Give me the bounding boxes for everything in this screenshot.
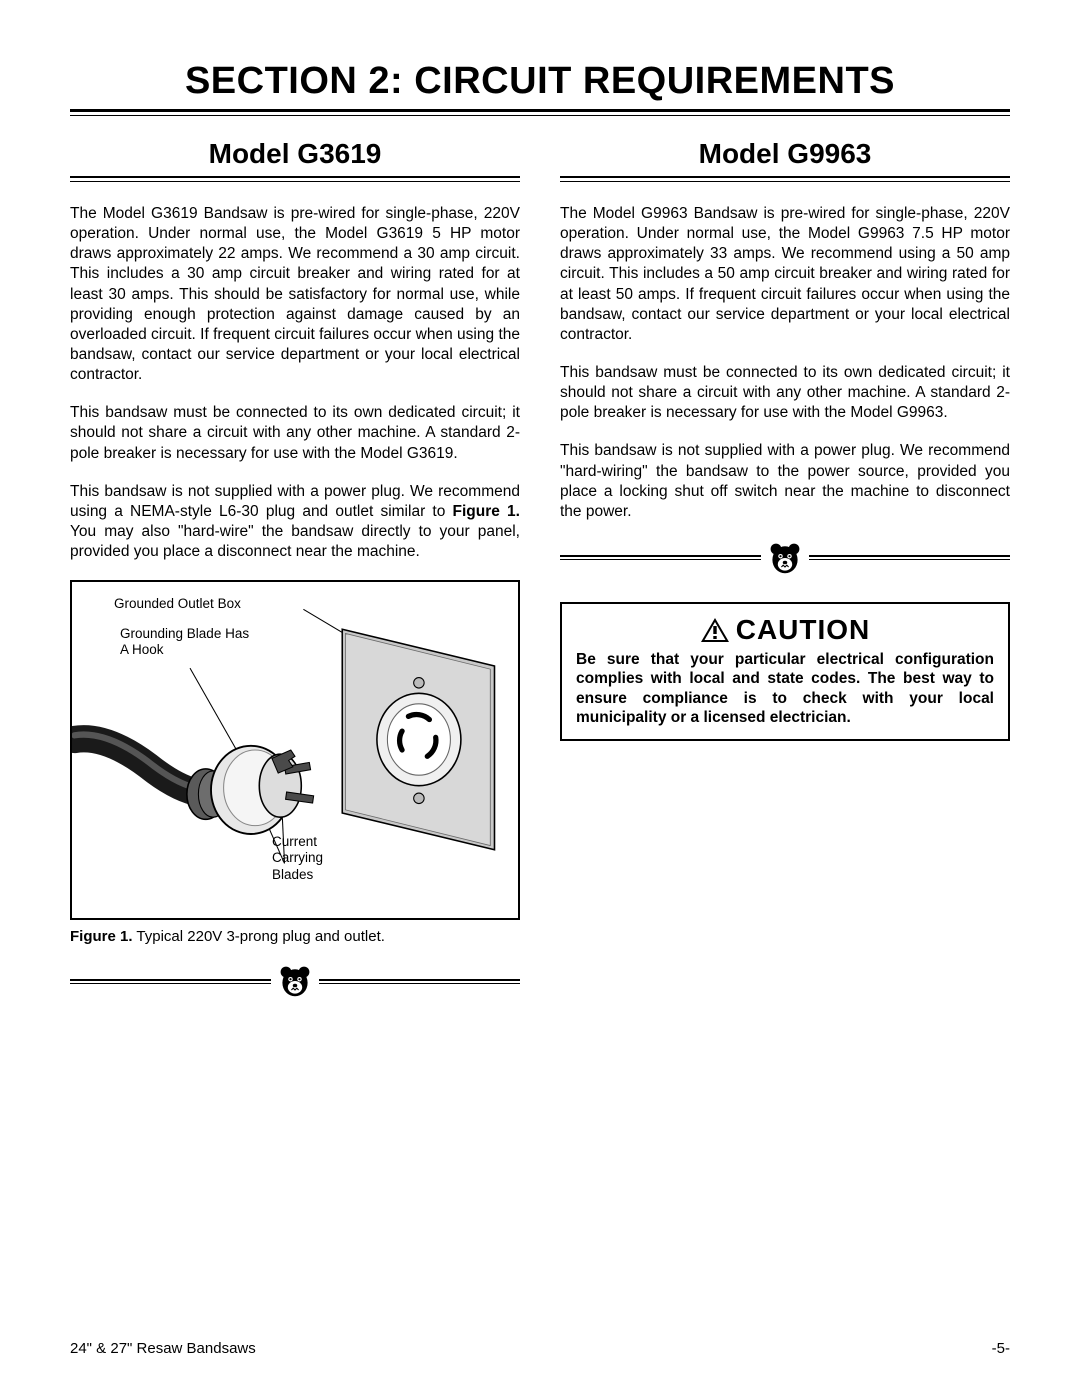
warning-triangle-icon xyxy=(700,617,730,643)
figure-1-caption-rest: Typical 220V 3-prong plug and outlet. xyxy=(133,928,385,945)
bear-divider-left xyxy=(70,963,520,999)
divider-line xyxy=(70,979,271,984)
right-paragraph-2: This bandsaw must be connected to its ow… xyxy=(560,363,1010,423)
model-rule-left xyxy=(70,176,520,182)
left-paragraph-1: The Model G3619 Bandsaw is pre-wired for… xyxy=(70,204,520,385)
figure-1-box: Grounded Outlet Box Grounding Blade Has … xyxy=(70,580,520,920)
caution-box: CAUTION Be sure that your particular ele… xyxy=(560,602,1010,742)
left-column: Model G3619 The Model G3619 Bandsaw is p… xyxy=(70,138,520,999)
figure-1-caption: Figure 1. Typical 220V 3-prong plug and … xyxy=(70,928,520,945)
section-title: SECTION 2: CIRCUIT REQUIREMENTS xyxy=(70,60,1010,103)
caution-title: CAUTION xyxy=(736,614,871,646)
footer-right: -5- xyxy=(992,1340,1010,1357)
left-p3-b: You may also "hard-wire" the bandsaw dir… xyxy=(70,523,520,560)
caution-body: Be sure that your particular electrical … xyxy=(576,650,994,728)
caution-header: CAUTION xyxy=(576,614,994,646)
columns: Model G3619 The Model G3619 Bandsaw is p… xyxy=(70,138,1010,999)
right-paragraph-1: The Model G9963 Bandsaw is pre-wired for… xyxy=(560,204,1010,345)
left-p3-bold: Figure 1. xyxy=(453,503,520,520)
model-title-left: Model G3619 xyxy=(70,138,520,170)
right-paragraph-3: This bandsaw is not supplied with a powe… xyxy=(560,441,1010,522)
left-paragraph-3: This bandsaw is not supplied with a powe… xyxy=(70,482,520,563)
plug-outlet-illustration xyxy=(72,582,518,918)
footer: 24" & 27" Resaw Bandsaws -5- xyxy=(70,1340,1010,1357)
figure-1-caption-bold: Figure 1. xyxy=(70,928,133,945)
section-rule xyxy=(70,109,1010,116)
divider-line xyxy=(809,555,1010,560)
divider-line xyxy=(560,555,761,560)
right-column: Model G9963 The Model G9963 Bandsaw is p… xyxy=(560,138,1010,999)
footer-left: 24" & 27" Resaw Bandsaws xyxy=(70,1340,256,1357)
model-rule-right xyxy=(560,176,1010,182)
bear-divider-right xyxy=(560,540,1010,576)
model-title-right: Model G9963 xyxy=(560,138,1010,170)
left-paragraph-2: This bandsaw must be connected to its ow… xyxy=(70,403,520,463)
bear-icon xyxy=(767,540,803,576)
divider-line xyxy=(319,979,520,984)
bear-icon xyxy=(277,963,313,999)
